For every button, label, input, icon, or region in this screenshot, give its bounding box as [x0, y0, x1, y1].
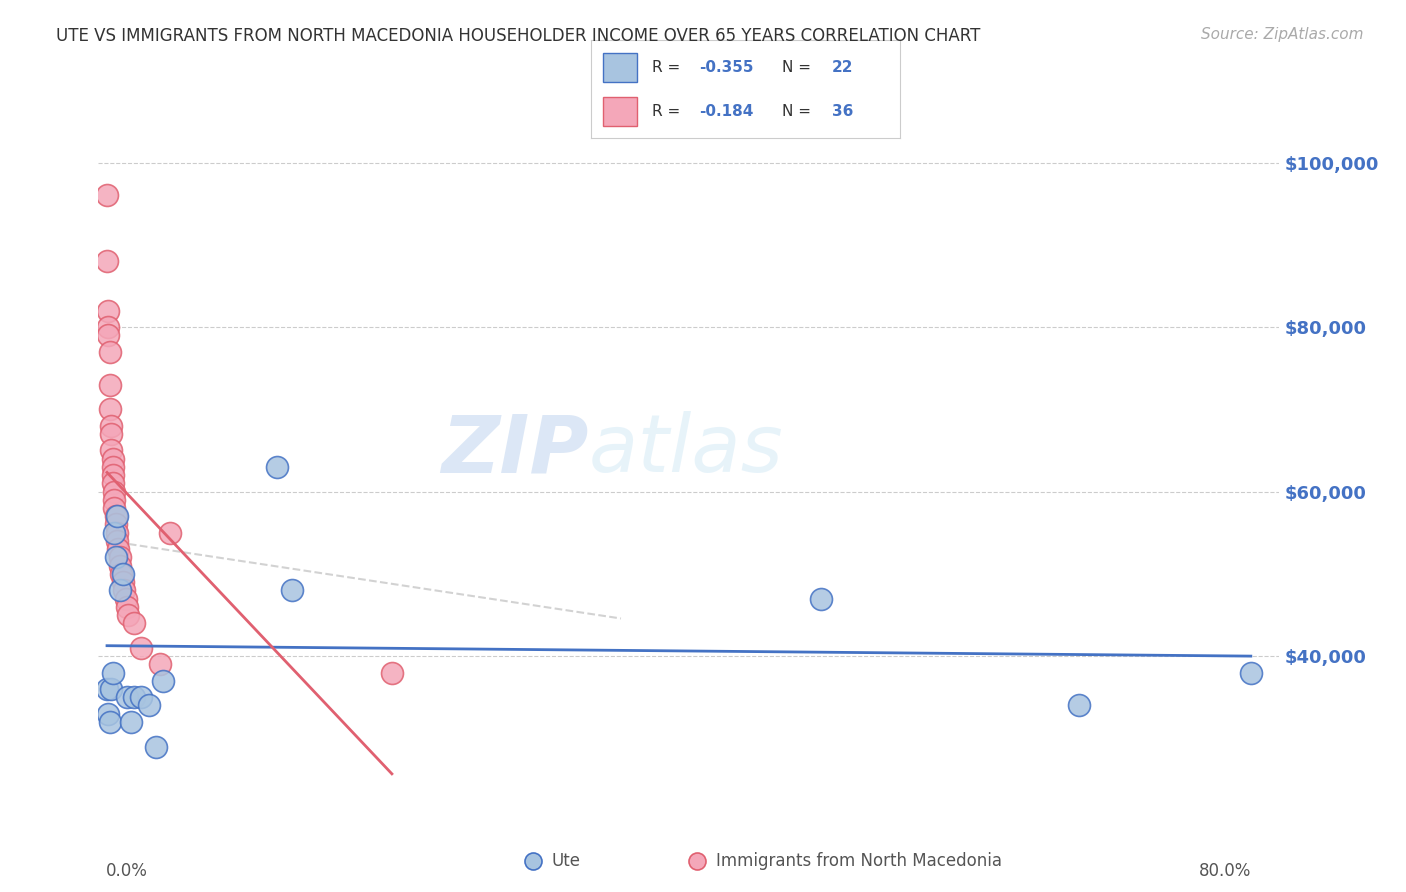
Point — [101, 468, 124, 483]
Point — [104, 517, 127, 532]
Point — [115, 599, 138, 614]
Point — [686, 854, 709, 868]
Text: atlas: atlas — [589, 411, 783, 490]
Point — [122, 616, 145, 631]
Point — [97, 320, 120, 334]
Point — [96, 681, 118, 696]
Point — [101, 476, 124, 491]
Point — [149, 657, 172, 672]
Point — [105, 509, 128, 524]
Point — [152, 673, 174, 688]
Point — [111, 566, 134, 581]
Point — [1240, 665, 1263, 680]
Text: Immigrants from North Macedonia: Immigrants from North Macedonia — [716, 852, 1002, 870]
Point — [97, 328, 120, 343]
Text: ZIP: ZIP — [441, 411, 589, 490]
Point — [280, 583, 302, 598]
Point — [100, 427, 122, 442]
Point — [122, 690, 145, 705]
Text: Source: ZipAtlas.com: Source: ZipAtlas.com — [1201, 27, 1364, 42]
Point — [100, 443, 122, 458]
Text: N =: N = — [782, 60, 815, 75]
Point — [110, 566, 132, 581]
Point — [1067, 698, 1090, 713]
Text: R =: R = — [652, 60, 686, 75]
FancyBboxPatch shape — [603, 97, 637, 127]
Point — [101, 459, 124, 474]
Point — [108, 550, 131, 565]
Text: 22: 22 — [832, 60, 853, 75]
Point — [104, 509, 127, 524]
Point — [131, 690, 153, 705]
Point — [103, 492, 125, 507]
Point — [522, 854, 544, 868]
Point — [114, 591, 136, 606]
Point — [108, 583, 131, 598]
Point — [107, 542, 129, 557]
Point — [104, 550, 127, 565]
Point — [97, 706, 120, 721]
FancyBboxPatch shape — [603, 53, 637, 82]
Point — [96, 254, 118, 268]
Point — [100, 418, 122, 433]
Text: R =: R = — [652, 104, 686, 120]
Point — [98, 377, 121, 392]
Point — [115, 690, 138, 705]
Point — [117, 607, 139, 622]
Point — [103, 525, 125, 540]
Text: -0.184: -0.184 — [699, 104, 754, 120]
Point — [131, 640, 153, 655]
Point — [112, 583, 135, 598]
Text: Ute: Ute — [551, 852, 581, 870]
Point — [103, 484, 125, 499]
Text: 0.0%: 0.0% — [105, 862, 148, 880]
Point — [98, 714, 121, 729]
Point — [98, 344, 121, 359]
Point — [98, 402, 121, 417]
Point — [101, 665, 124, 680]
Point — [108, 558, 131, 573]
Point — [138, 698, 160, 713]
Point — [111, 575, 134, 590]
Text: 36: 36 — [832, 104, 853, 120]
Text: -0.355: -0.355 — [699, 60, 754, 75]
Point — [810, 591, 832, 606]
Point — [100, 681, 122, 696]
Point — [101, 451, 124, 466]
Text: N =: N = — [782, 104, 815, 120]
Text: UTE VS IMMIGRANTS FROM NORTH MACEDONIA HOUSEHOLDER INCOME OVER 65 YEARS CORRELAT: UTE VS IMMIGRANTS FROM NORTH MACEDONIA H… — [56, 27, 980, 45]
Point — [105, 533, 128, 548]
Point — [159, 525, 181, 540]
Text: 80.0%: 80.0% — [1198, 862, 1251, 880]
Point — [266, 459, 288, 474]
Point — [145, 739, 167, 754]
Point — [381, 665, 404, 680]
Point — [103, 501, 125, 516]
Point — [120, 714, 142, 729]
Point — [96, 188, 118, 202]
Point — [97, 303, 120, 318]
Point — [105, 525, 128, 540]
